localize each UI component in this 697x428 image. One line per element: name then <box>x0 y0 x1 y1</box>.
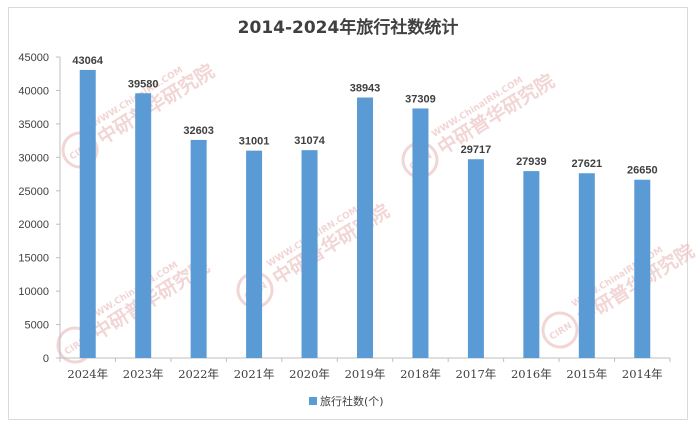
bar-series <box>79 69 651 359</box>
bar <box>135 93 152 358</box>
x-tick-label: 2020年 <box>289 367 330 381</box>
y-tick-label: 20000 <box>18 219 49 231</box>
data-label: 43064 <box>72 55 103 67</box>
data-label: 39580 <box>128 78 159 90</box>
y-tick-label: 25000 <box>18 186 49 198</box>
data-label: 31001 <box>239 136 270 148</box>
chart-frame <box>8 7 688 420</box>
y-tick-label: 35000 <box>18 119 49 131</box>
data-label: 29717 <box>461 144 492 156</box>
y-tick-label: 45000 <box>18 52 49 64</box>
data-labels: 43064 39580 32603 31001 31074 38943 37309 29717… <box>72 55 657 177</box>
legend-label: 旅行社数(个) <box>320 394 384 408</box>
y-axis: 0 5000 10000 15000 20000 25000 30000 35000 40000… <box>18 52 61 365</box>
y-tick-label: 5000 <box>25 320 49 332</box>
y-tick-label: 40000 <box>18 85 49 97</box>
x-tick-label: 2023年 <box>123 367 164 381</box>
y-tick-label: 15000 <box>18 253 49 265</box>
data-label: 26650 <box>627 165 658 177</box>
watermark-logo-text: CIRN <box>548 321 574 342</box>
x-tick-label: 2018年 <box>400 367 441 381</box>
x-tick-label: 2024年 <box>67 367 108 381</box>
bar <box>412 108 429 358</box>
data-label: 38943 <box>350 83 381 95</box>
legend: 旅行社数(个) <box>309 394 384 408</box>
x-tick-label: 2016年 <box>511 367 552 381</box>
bar <box>467 159 484 358</box>
x-axis: 2024年 2023年 2022年 2021年 2020年 2019年 2018年 2017年… <box>59 357 671 381</box>
x-tick-label: 2019年 <box>345 367 386 381</box>
bar <box>190 139 207 358</box>
data-label: 31074 <box>294 135 325 147</box>
watermark-brand-text: 中研普华研究院 <box>433 69 558 159</box>
data-label: 27939 <box>516 156 547 168</box>
y-tick-label: 0 <box>43 353 49 365</box>
watermark-brand-text: 中研普华研究院 <box>268 199 393 289</box>
data-label: 27621 <box>572 158 603 170</box>
bar <box>523 171 540 358</box>
x-tick-label: 2022年 <box>178 367 219 381</box>
watermark-logo-ring <box>236 271 274 309</box>
legend-swatch <box>309 397 317 405</box>
y-tick-label: 30000 <box>18 152 49 164</box>
data-label: 32603 <box>183 125 214 137</box>
x-tick-label: 2015年 <box>566 367 607 381</box>
x-tick-label: 2021年 <box>234 367 275 381</box>
y-tick-label: 10000 <box>18 286 49 298</box>
bar <box>578 173 595 358</box>
watermark-logo-ring <box>401 141 439 179</box>
bar <box>246 150 263 358</box>
bar <box>79 69 96 358</box>
data-label: 37309 <box>405 93 436 105</box>
watermark-stamp: CIRN中研普华研究院WWW.ChinaIRN.COM <box>541 239 697 349</box>
bar <box>357 97 373 359</box>
chart-title: 2014-2024年旅行社数统计 <box>238 17 459 38</box>
bar <box>301 150 318 358</box>
watermark-logo-ring <box>541 311 579 349</box>
x-tick-label: 2014年 <box>622 367 663 381</box>
bar <box>634 179 651 358</box>
x-tick-label: 2017年 <box>456 367 497 381</box>
